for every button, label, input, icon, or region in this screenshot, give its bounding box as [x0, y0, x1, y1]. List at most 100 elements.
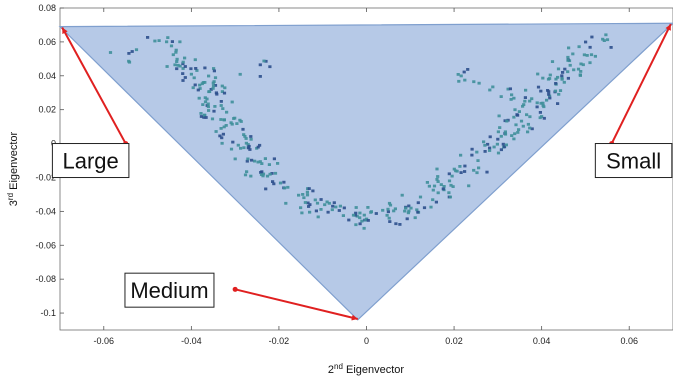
data-point [447, 191, 451, 195]
data-point [354, 211, 358, 215]
data-point [347, 218, 351, 222]
data-point [475, 171, 479, 175]
data-point [325, 200, 329, 204]
data-point [221, 132, 225, 136]
data-point [205, 97, 209, 101]
data-point [536, 85, 541, 89]
data-point [286, 185, 290, 189]
data-point [220, 84, 224, 88]
data-point [222, 118, 226, 122]
data-point [197, 96, 201, 100]
data-point [270, 172, 274, 175]
data-point [239, 146, 243, 150]
x-tick-label: 0.02 [445, 336, 463, 346]
y-tick-label: -0.1 [40, 308, 56, 318]
data-point [207, 109, 211, 112]
data-point [313, 198, 317, 202]
data-point [199, 112, 203, 115]
data-point [323, 203, 327, 207]
data-point [196, 88, 200, 92]
data-point [173, 63, 177, 67]
data-point [442, 185, 446, 188]
data-point [264, 59, 268, 63]
data-point [212, 67, 216, 70]
data-point [213, 105, 217, 108]
data-point [546, 77, 551, 81]
data-point [413, 216, 417, 220]
data-point [425, 181, 429, 184]
data-point [358, 216, 362, 220]
data-point [221, 107, 225, 110]
data-point [253, 159, 257, 163]
small-callout-label: Small [606, 149, 661, 174]
data-point [330, 208, 334, 212]
data-point [362, 213, 366, 217]
data-point [319, 208, 323, 211]
y-tick-label: -0.08 [35, 274, 56, 284]
data-point [506, 87, 510, 91]
data-point [369, 210, 373, 213]
y-tick-label: -0.02 [35, 172, 56, 182]
data-point [256, 160, 260, 164]
data-point [416, 201, 420, 205]
data-point [299, 206, 303, 210]
data-point [528, 115, 532, 119]
data-point [248, 148, 252, 151]
data-point [258, 63, 262, 67]
data-point [213, 76, 218, 80]
data-point [305, 190, 309, 194]
large-callout-label: Large [63, 149, 119, 174]
data-point [247, 144, 251, 148]
data-point [436, 180, 440, 183]
data-point [183, 56, 187, 60]
data-point [245, 159, 249, 163]
data-point [463, 164, 467, 168]
data-point [178, 64, 182, 68]
data-point [191, 86, 195, 90]
data-point [220, 136, 224, 140]
data-point [307, 187, 311, 190]
data-point [439, 183, 443, 186]
y-tick-label: -0.04 [35, 206, 56, 216]
data-point [431, 198, 435, 202]
data-point [311, 189, 315, 193]
data-point [208, 90, 212, 93]
data-point [308, 210, 312, 214]
data-point [560, 74, 564, 78]
data-point [366, 219, 370, 222]
data-point [554, 82, 558, 85]
data-point [496, 151, 501, 155]
data-point [215, 92, 219, 96]
data-point [273, 171, 278, 175]
data-point [300, 211, 304, 215]
data-point [153, 39, 157, 43]
data-point [447, 172, 451, 176]
data-point [545, 98, 549, 102]
data-point [386, 207, 390, 211]
x-axis-label-superscript: nd [334, 362, 343, 371]
data-point [539, 101, 543, 105]
data-point [579, 70, 583, 73]
data-point [130, 50, 134, 53]
data-point [388, 220, 392, 223]
data-point [176, 63, 180, 67]
data-point [450, 174, 454, 178]
data-point [225, 110, 229, 114]
data-point [547, 93, 551, 96]
data-point [366, 206, 370, 209]
data-point [222, 125, 226, 129]
data-point [272, 182, 276, 186]
data-point [567, 46, 571, 50]
medium-callout-label: Medium [130, 278, 208, 303]
data-point [218, 134, 222, 138]
data-point [585, 54, 589, 57]
data-point [499, 148, 503, 152]
y-tick-label: -0.06 [35, 240, 56, 250]
small-callout-arrow [610, 23, 672, 145]
data-point [250, 158, 254, 162]
data-point [249, 174, 253, 178]
data-point [308, 203, 312, 206]
data-point [577, 45, 581, 49]
data-point [496, 130, 500, 134]
data-point [229, 121, 233, 125]
